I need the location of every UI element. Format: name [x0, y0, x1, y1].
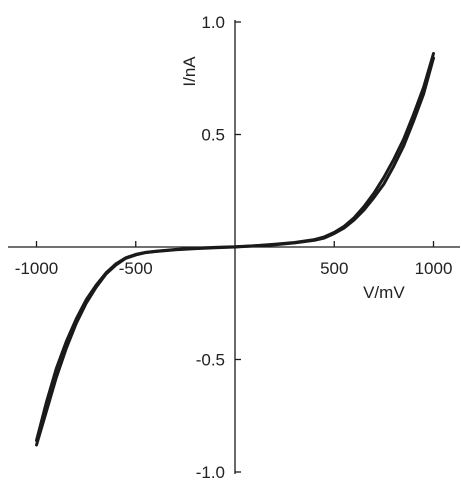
x-tick-label: 1000 — [415, 259, 453, 278]
x-tick-label: -500 — [119, 259, 153, 278]
y-axis-title: I/nA — [180, 56, 199, 87]
y-tick-label: 1.0 — [201, 13, 225, 32]
y-tick-label: 0.5 — [201, 126, 225, 145]
y-tick-label: -1.0 — [196, 463, 225, 482]
x-ticks: -1000 -500 500 1000 — [15, 241, 453, 278]
y-ticks: 1.0 0.5 -0.5 -1.0 — [196, 13, 241, 482]
axes — [8, 20, 460, 474]
y-tick-label: -0.5 — [196, 351, 225, 370]
x-tick-label: 500 — [320, 259, 348, 278]
x-axis-title: V/mV — [363, 283, 405, 302]
x-tick-label: -1000 — [15, 259, 58, 278]
